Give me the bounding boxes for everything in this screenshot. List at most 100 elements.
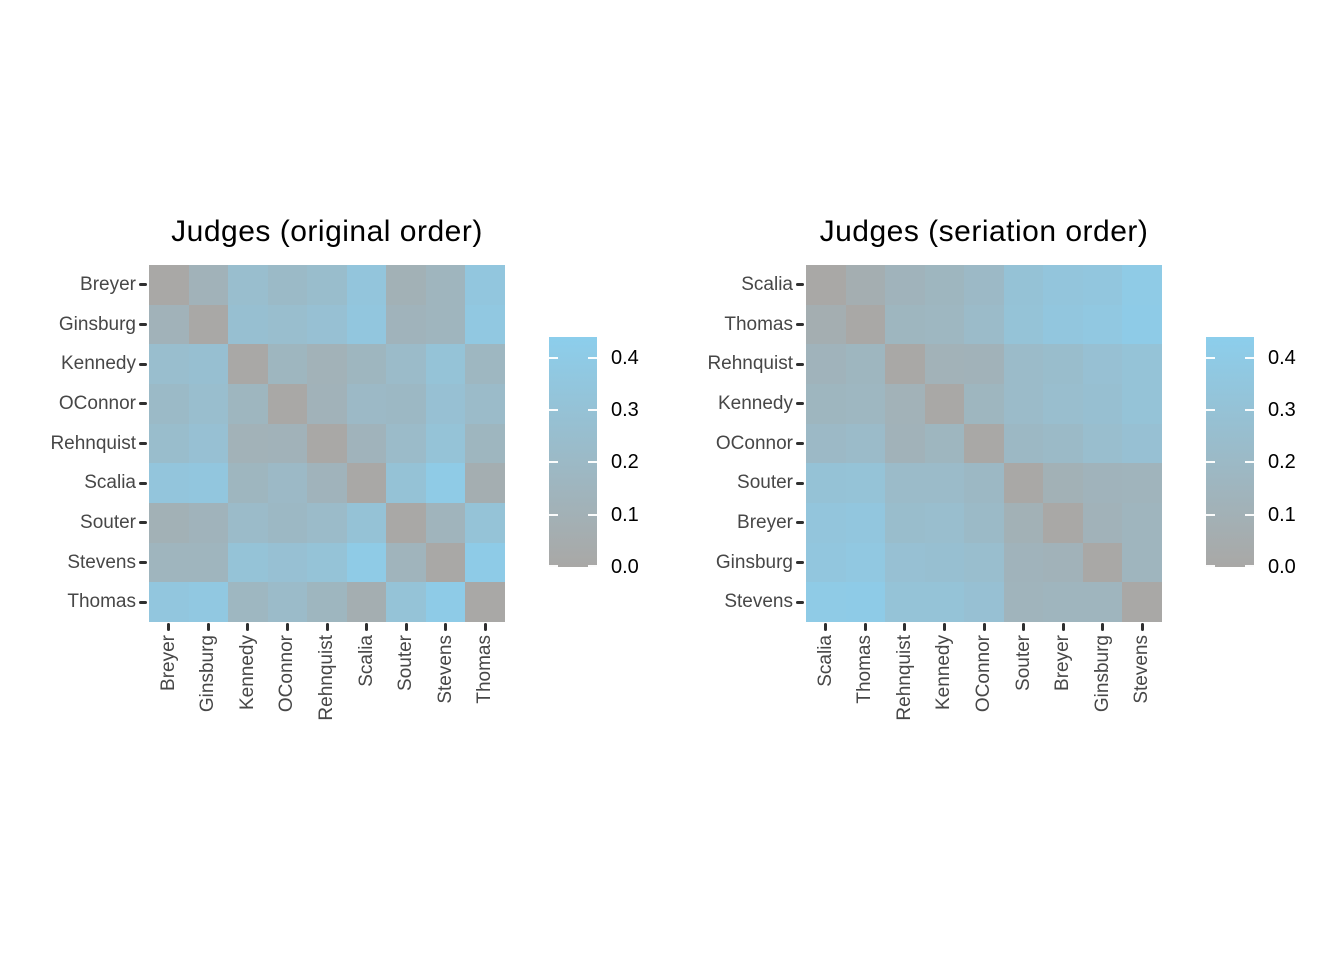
heatmap-cell xyxy=(465,463,505,503)
heatmap-cell xyxy=(425,304,466,345)
heatmap-cell xyxy=(1082,344,1123,384)
colorbar-tick xyxy=(1206,513,1215,516)
heatmap-cell xyxy=(267,582,308,622)
colorbar-tick-label: 0.2 xyxy=(611,451,639,474)
col-label-text: Stevens xyxy=(434,635,456,704)
colorbar-tick xyxy=(549,565,558,567)
heatmap-cell xyxy=(307,503,347,543)
heatmap-cell xyxy=(228,384,268,424)
heatmap-cell xyxy=(188,384,229,424)
heatmap-cell xyxy=(1043,582,1083,622)
row-tick xyxy=(139,323,147,326)
heatmap-cell xyxy=(845,503,886,543)
heatmap-cell xyxy=(806,542,846,583)
colorbar-tick-label: 0.0 xyxy=(1268,556,1296,578)
col-tick xyxy=(206,623,210,631)
heatmap-cell xyxy=(149,542,189,583)
row-label: Kennedy xyxy=(60,353,136,375)
heatmap-cell xyxy=(1122,344,1162,384)
heatmap-cell xyxy=(386,423,426,464)
col-tick xyxy=(365,623,369,631)
heatmap-cell xyxy=(885,463,925,503)
col-label-text: Rehnquist xyxy=(893,635,915,721)
heatmap-cell xyxy=(885,265,925,305)
row-label: Breyer xyxy=(737,511,793,533)
colorbar-tick xyxy=(1245,513,1254,516)
heatmap-cell xyxy=(149,582,189,622)
heatmap-cell xyxy=(465,503,505,543)
heatmap-cell xyxy=(806,503,846,543)
heatmap-cell xyxy=(885,542,925,583)
heatmap-cell xyxy=(924,384,965,424)
col-label: Stevens xyxy=(435,635,457,704)
heatmap-cell xyxy=(1122,463,1162,503)
col-tick xyxy=(404,623,408,631)
heatmap-cell xyxy=(1082,582,1123,622)
row-tick xyxy=(796,323,804,326)
colorbar-tick xyxy=(1206,356,1215,359)
col-tick xyxy=(167,623,171,631)
colorbar-tick xyxy=(1245,461,1254,464)
heatmap-cell xyxy=(1003,503,1044,543)
heatmap-cell xyxy=(188,582,229,622)
heatmap-cell xyxy=(267,384,308,424)
heatmap-cell xyxy=(346,384,387,424)
col-label: OConnor xyxy=(276,635,298,712)
colorbar-tick xyxy=(1245,565,1254,567)
colorbar-tick xyxy=(588,409,597,412)
heatmap-cell xyxy=(806,582,846,622)
col-label: Scalia xyxy=(356,635,378,687)
heatmap-cell xyxy=(188,265,229,305)
heatmap-cell xyxy=(465,304,505,345)
heatmap-cell xyxy=(149,304,189,345)
heatmap-cell xyxy=(885,384,925,424)
col-label: Stevens xyxy=(1131,635,1153,704)
row-tick xyxy=(796,600,804,604)
heatmap-cell xyxy=(346,304,387,345)
col-label-text: Thomas xyxy=(474,635,496,704)
col-label-text: Thomas xyxy=(854,635,876,704)
heatmap-cell xyxy=(267,344,308,384)
heatmap-cell xyxy=(267,265,308,305)
heatmap-cell xyxy=(885,304,925,345)
panel-title-original: Judges (original order) xyxy=(171,215,483,248)
heatmap-cell xyxy=(425,503,466,543)
colorbar-tick xyxy=(1245,409,1254,412)
row-tick xyxy=(796,283,804,287)
heatmap-cell xyxy=(425,423,466,464)
heatmap-cell xyxy=(1082,542,1123,583)
heatmap-cell xyxy=(845,582,886,622)
heatmap-cell xyxy=(806,304,846,345)
row-label: Souter xyxy=(80,511,136,533)
heatmap-cell xyxy=(465,384,505,424)
heatmap-cell xyxy=(1043,542,1083,583)
row-tick xyxy=(139,283,147,287)
row-label: Rehnquist xyxy=(50,432,136,454)
heatmap-cell xyxy=(386,582,426,622)
heatmap-cell xyxy=(924,542,965,583)
colorbar-tick-label: 0.3 xyxy=(611,399,639,422)
heatmap-cell xyxy=(386,265,426,305)
heatmap-cell xyxy=(267,463,308,503)
row-label: Souter xyxy=(737,472,793,494)
heatmap-cell xyxy=(1122,384,1162,424)
heatmap-cell xyxy=(806,384,846,424)
row-label: Rehnquist xyxy=(707,353,793,375)
col-label-text: Kennedy xyxy=(236,635,258,711)
col-label: Ginsburg xyxy=(1092,635,1114,712)
heatmap-cell xyxy=(1003,265,1044,305)
col-label: Ginsburg xyxy=(197,635,219,712)
colorbar-tick-label: 0.1 xyxy=(611,503,639,526)
heatmap-cell xyxy=(845,542,886,583)
heatmap-cell xyxy=(228,304,268,345)
heatmap-cell xyxy=(267,423,308,464)
heatmap-cell xyxy=(346,582,387,622)
heatmap-cell xyxy=(845,344,886,384)
heatmap-cell xyxy=(1082,423,1123,464)
colorbar-tick xyxy=(588,356,597,359)
row-label: Stevens xyxy=(67,551,136,573)
col-label-text: Kennedy xyxy=(933,635,955,711)
heatmap-cell xyxy=(149,265,189,305)
heatmap-cell xyxy=(885,344,925,384)
col-tick xyxy=(246,623,250,631)
